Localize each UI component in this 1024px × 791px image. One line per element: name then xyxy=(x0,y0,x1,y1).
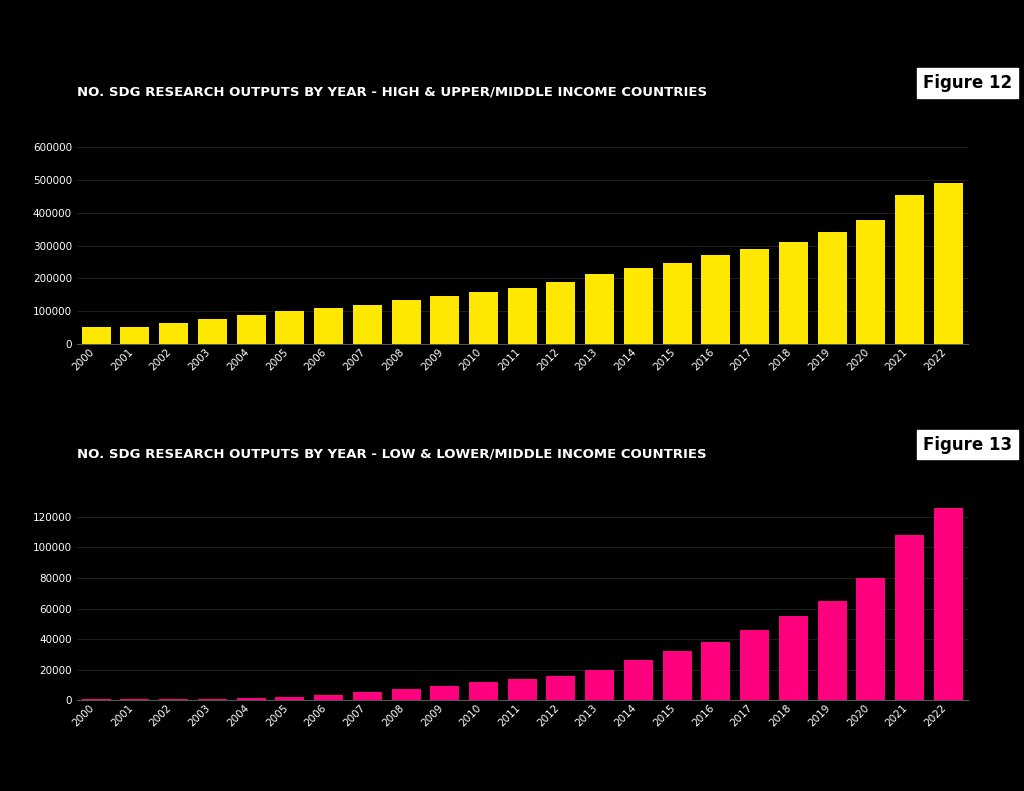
Bar xyxy=(934,508,963,700)
Bar xyxy=(353,305,382,344)
Bar xyxy=(314,308,343,344)
Bar xyxy=(469,683,498,700)
Bar xyxy=(740,249,769,344)
Bar xyxy=(624,660,653,700)
Bar xyxy=(508,288,537,344)
Bar xyxy=(895,195,924,344)
Bar xyxy=(663,263,691,344)
Bar xyxy=(740,630,769,700)
Text: NO. SDG RESEARCH OUTPUTS BY YEAR - HIGH & UPPER/MIDDLE INCOME COUNTRIES: NO. SDG RESEARCH OUTPUTS BY YEAR - HIGH … xyxy=(77,86,707,99)
Bar xyxy=(585,669,614,700)
Bar xyxy=(547,676,575,700)
Bar xyxy=(895,536,924,700)
Bar xyxy=(314,694,343,700)
Bar xyxy=(198,319,227,344)
Bar xyxy=(856,220,886,344)
Bar xyxy=(391,300,421,344)
Bar xyxy=(391,689,421,700)
Bar xyxy=(275,311,304,344)
Bar xyxy=(353,691,382,700)
Bar xyxy=(585,274,614,344)
Bar xyxy=(817,232,847,344)
Bar xyxy=(779,241,808,344)
Bar xyxy=(430,686,460,700)
Text: Figure 13: Figure 13 xyxy=(923,436,1013,453)
Bar xyxy=(430,297,460,344)
Bar xyxy=(275,697,304,700)
Bar xyxy=(817,601,847,700)
Bar xyxy=(701,642,730,700)
Bar xyxy=(82,327,111,344)
Bar xyxy=(159,323,188,344)
Text: Figure 12: Figure 12 xyxy=(923,74,1013,92)
Bar xyxy=(469,293,498,344)
Bar xyxy=(508,679,537,700)
Text: NO. SDG RESEARCH OUTPUTS BY YEAR - LOW & LOWER/MIDDLE INCOME COUNTRIES: NO. SDG RESEARCH OUTPUTS BY YEAR - LOW &… xyxy=(77,448,707,460)
Bar xyxy=(121,327,150,344)
Bar xyxy=(624,268,653,344)
Bar xyxy=(159,699,188,700)
Bar xyxy=(198,699,227,700)
Bar xyxy=(237,315,265,344)
Bar xyxy=(856,578,886,700)
Bar xyxy=(701,255,730,344)
Bar xyxy=(779,616,808,700)
Bar xyxy=(663,651,691,700)
Bar xyxy=(934,183,963,344)
Bar xyxy=(547,282,575,344)
Bar xyxy=(237,698,265,700)
